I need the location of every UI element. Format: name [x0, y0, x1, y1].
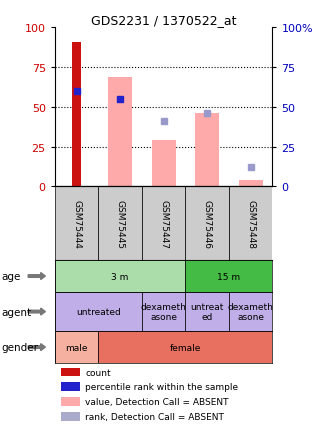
Text: GSM75448: GSM75448: [246, 200, 255, 248]
Text: untreated: untreated: [76, 307, 121, 316]
Text: value, Detection Call = ABSENT: value, Detection Call = ABSENT: [85, 397, 229, 406]
Bar: [55, 187, 98, 261]
Text: age: age: [2, 271, 21, 281]
Bar: [185, 261, 272, 292]
Text: rank, Detection Call = ABSENT: rank, Detection Call = ABSENT: [85, 412, 224, 421]
Text: GSM75445: GSM75445: [115, 200, 125, 248]
Bar: [61, 368, 80, 376]
Bar: [72, 43, 81, 187]
Bar: [185, 292, 229, 332]
Title: GDS2231 / 1370522_at: GDS2231 / 1370522_at: [91, 14, 236, 27]
Bar: [61, 383, 80, 391]
Text: dexameth
asone: dexameth asone: [228, 302, 274, 321]
Bar: [229, 292, 272, 332]
Bar: [98, 187, 142, 261]
Bar: [142, 292, 185, 332]
Text: count: count: [85, 368, 111, 377]
Text: agent: agent: [2, 307, 32, 317]
Text: dexameth
asone: dexameth asone: [141, 302, 187, 321]
Bar: [61, 398, 80, 406]
Text: male: male: [65, 343, 88, 352]
Bar: [151, 141, 176, 187]
Text: GSM75446: GSM75446: [203, 200, 212, 248]
Text: 15 m: 15 m: [217, 272, 240, 281]
Text: GSM75444: GSM75444: [72, 200, 81, 248]
Bar: [195, 114, 219, 187]
Bar: [55, 261, 185, 292]
Text: percentile rank within the sample: percentile rank within the sample: [85, 382, 239, 391]
Text: 3 m: 3 m: [111, 272, 129, 281]
Bar: [185, 187, 229, 261]
Bar: [55, 332, 98, 363]
Bar: [229, 187, 272, 261]
Text: untreat
ed: untreat ed: [190, 302, 224, 321]
Bar: [98, 332, 272, 363]
Bar: [142, 187, 185, 261]
Text: female: female: [170, 343, 201, 352]
Bar: [239, 181, 263, 187]
Text: GSM75447: GSM75447: [159, 200, 168, 248]
Bar: [61, 413, 80, 421]
Bar: [55, 292, 142, 332]
Bar: [108, 77, 132, 187]
Text: gender: gender: [2, 342, 38, 352]
